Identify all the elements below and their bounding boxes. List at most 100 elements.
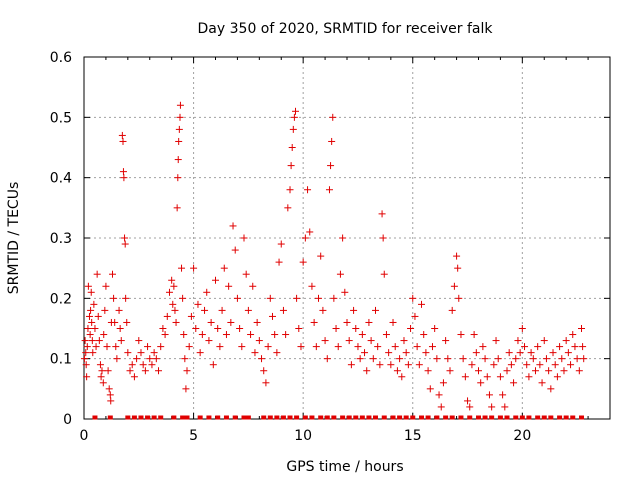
data-point bbox=[183, 367, 191, 375]
grid-lines bbox=[84, 57, 610, 419]
x-tick-label: 0 bbox=[80, 428, 89, 444]
data-point bbox=[556, 343, 564, 351]
data-point bbox=[179, 294, 187, 302]
data-point bbox=[356, 355, 364, 363]
data-point bbox=[135, 337, 143, 345]
data-points bbox=[80, 101, 588, 420]
x-tick-label: 15 bbox=[404, 428, 422, 444]
data-point bbox=[562, 337, 570, 345]
data-point bbox=[380, 270, 388, 278]
zero-marker bbox=[410, 415, 416, 420]
data-point bbox=[560, 367, 568, 375]
zero-marker bbox=[449, 415, 455, 420]
y-tick-label: 0.1 bbox=[50, 352, 72, 368]
y-tick-label: 0.2 bbox=[50, 291, 72, 307]
data-point bbox=[107, 397, 115, 405]
data-point bbox=[415, 361, 423, 369]
data-point bbox=[89, 349, 97, 357]
data-point bbox=[470, 331, 478, 339]
data-point bbox=[304, 186, 312, 194]
data-point bbox=[499, 391, 507, 399]
data-point bbox=[534, 343, 542, 351]
data-point bbox=[98, 367, 106, 375]
data-point bbox=[238, 343, 246, 351]
data-point bbox=[181, 355, 189, 363]
data-point bbox=[315, 294, 323, 302]
data-point bbox=[339, 234, 347, 242]
zero-marker bbox=[287, 415, 293, 420]
data-point bbox=[286, 186, 294, 194]
data-point bbox=[116, 325, 124, 332]
data-point bbox=[111, 318, 119, 326]
data-point bbox=[100, 331, 108, 339]
data-point bbox=[194, 300, 202, 308]
data-point bbox=[148, 361, 156, 369]
data-point bbox=[437, 403, 445, 411]
data-point bbox=[108, 270, 116, 278]
zero-marker bbox=[541, 415, 547, 420]
data-point bbox=[301, 234, 309, 242]
zero-marker bbox=[145, 415, 151, 420]
data-point bbox=[418, 300, 426, 308]
zero-marker bbox=[267, 415, 273, 420]
data-point bbox=[424, 367, 432, 375]
data-point bbox=[264, 343, 272, 351]
zero-marker bbox=[184, 415, 190, 420]
data-point bbox=[457, 331, 465, 339]
data-point bbox=[323, 355, 331, 363]
zero-marker bbox=[241, 415, 247, 420]
data-point bbox=[378, 210, 386, 218]
data-point bbox=[571, 343, 579, 351]
data-point bbox=[291, 107, 299, 115]
zero-marker bbox=[504, 415, 510, 420]
zero-marker bbox=[171, 415, 177, 420]
data-point bbox=[187, 312, 195, 320]
data-point bbox=[510, 379, 518, 387]
data-point bbox=[492, 337, 500, 345]
data-point bbox=[242, 270, 250, 278]
data-point bbox=[141, 367, 149, 375]
data-point bbox=[387, 361, 395, 369]
data-point bbox=[176, 101, 184, 109]
data-point bbox=[168, 276, 176, 284]
data-point bbox=[110, 294, 118, 302]
zero-marker bbox=[92, 415, 98, 420]
data-point bbox=[128, 361, 136, 369]
zero-marker bbox=[497, 415, 503, 420]
data-point bbox=[258, 355, 266, 363]
data-point bbox=[341, 288, 349, 296]
data-point bbox=[551, 361, 559, 369]
data-point bbox=[212, 276, 219, 284]
x-axis-label: GPS time / hours bbox=[286, 459, 403, 475]
data-point bbox=[95, 337, 103, 345]
data-point bbox=[494, 355, 502, 363]
data-point bbox=[82, 349, 90, 357]
data-point bbox=[516, 349, 524, 357]
data-point bbox=[389, 318, 397, 326]
data-point bbox=[86, 331, 94, 339]
data-point bbox=[216, 343, 224, 351]
data-point bbox=[459, 355, 467, 363]
data-point bbox=[578, 325, 586, 332]
data-point bbox=[214, 325, 222, 332]
data-point bbox=[345, 337, 353, 345]
zero-marker bbox=[419, 415, 425, 420]
zero-marker bbox=[425, 415, 431, 420]
data-point bbox=[398, 373, 406, 381]
data-point bbox=[175, 137, 183, 145]
data-point bbox=[218, 306, 226, 314]
data-point bbox=[523, 361, 531, 369]
data-point bbox=[80, 355, 88, 363]
data-point bbox=[253, 318, 261, 326]
data-point bbox=[514, 337, 522, 345]
data-point bbox=[358, 331, 366, 339]
data-point bbox=[106, 391, 114, 399]
data-point bbox=[266, 294, 274, 302]
data-point bbox=[420, 331, 428, 339]
data-point bbox=[431, 325, 439, 332]
data-point bbox=[332, 325, 340, 332]
data-point bbox=[103, 343, 111, 351]
data-point bbox=[87, 306, 95, 314]
zero-marker bbox=[280, 415, 286, 420]
data-point bbox=[477, 379, 485, 387]
